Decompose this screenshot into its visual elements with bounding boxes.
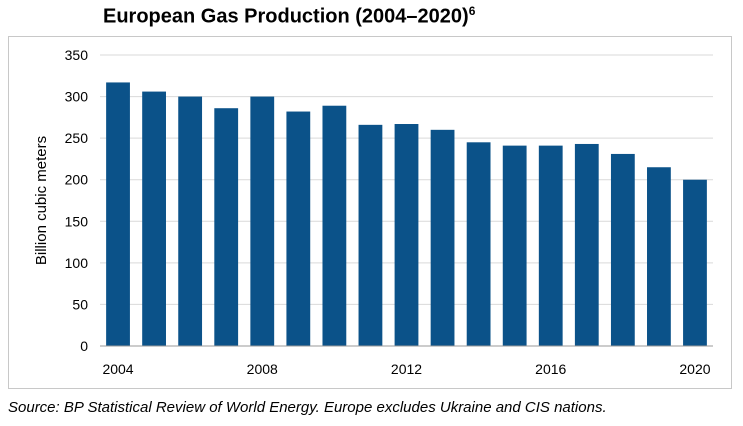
bar-2009 — [286, 111, 311, 346]
y-tick-label: 200 — [65, 172, 89, 188]
y-tick-label: 0 — [80, 338, 88, 354]
bar-2020 — [683, 179, 707, 346]
bar-2012 — [394, 124, 419, 346]
x-axis-ticks: 2004 2008 2012 2016 2020 — [102, 361, 710, 377]
x-tick-label: 2012 — [391, 361, 422, 377]
bar-2010 — [322, 105, 347, 347]
y-axis-ticks: 0 50 100 150 200 250 300 350 — [65, 47, 89, 354]
bar-2014 — [466, 142, 491, 346]
y-axis-label: Billion cubic meters — [33, 136, 50, 265]
y-tick-label: 100 — [65, 255, 89, 271]
bar-2018 — [610, 153, 635, 346]
title-footnote-mark: 6 — [468, 4, 476, 18]
y-tick-label: 300 — [65, 89, 89, 105]
y-tick-label: 250 — [65, 130, 89, 146]
bar-2004 — [106, 82, 130, 347]
bar-2017 — [574, 143, 599, 346]
bars — [106, 82, 707, 347]
x-tick-label: 2020 — [679, 361, 710, 377]
chart-frame — [8, 36, 732, 389]
chart-title: European Gas Production (2004–2020)6 — [103, 4, 476, 28]
y-tick-label: 150 — [65, 213, 89, 229]
bar-2013 — [430, 129, 455, 346]
bar-2005 — [142, 91, 166, 346]
y-tick-label: 350 — [65, 47, 89, 63]
x-tick-label: 2004 — [102, 361, 133, 377]
x-tick-label: 2016 — [535, 361, 566, 377]
bar-2015 — [502, 145, 527, 346]
gridlines — [100, 54, 713, 305]
bar-2008 — [250, 96, 275, 346]
bar-2006 — [178, 96, 203, 346]
source-note: Source: BP Statistical Review of World E… — [8, 399, 607, 416]
bar-2019 — [647, 167, 671, 346]
bar-2007 — [214, 108, 239, 346]
x-tick-label: 2008 — [247, 361, 278, 377]
bar-2011 — [358, 124, 383, 346]
y-tick-label: 50 — [72, 296, 88, 312]
bar-2016 — [538, 145, 563, 346]
